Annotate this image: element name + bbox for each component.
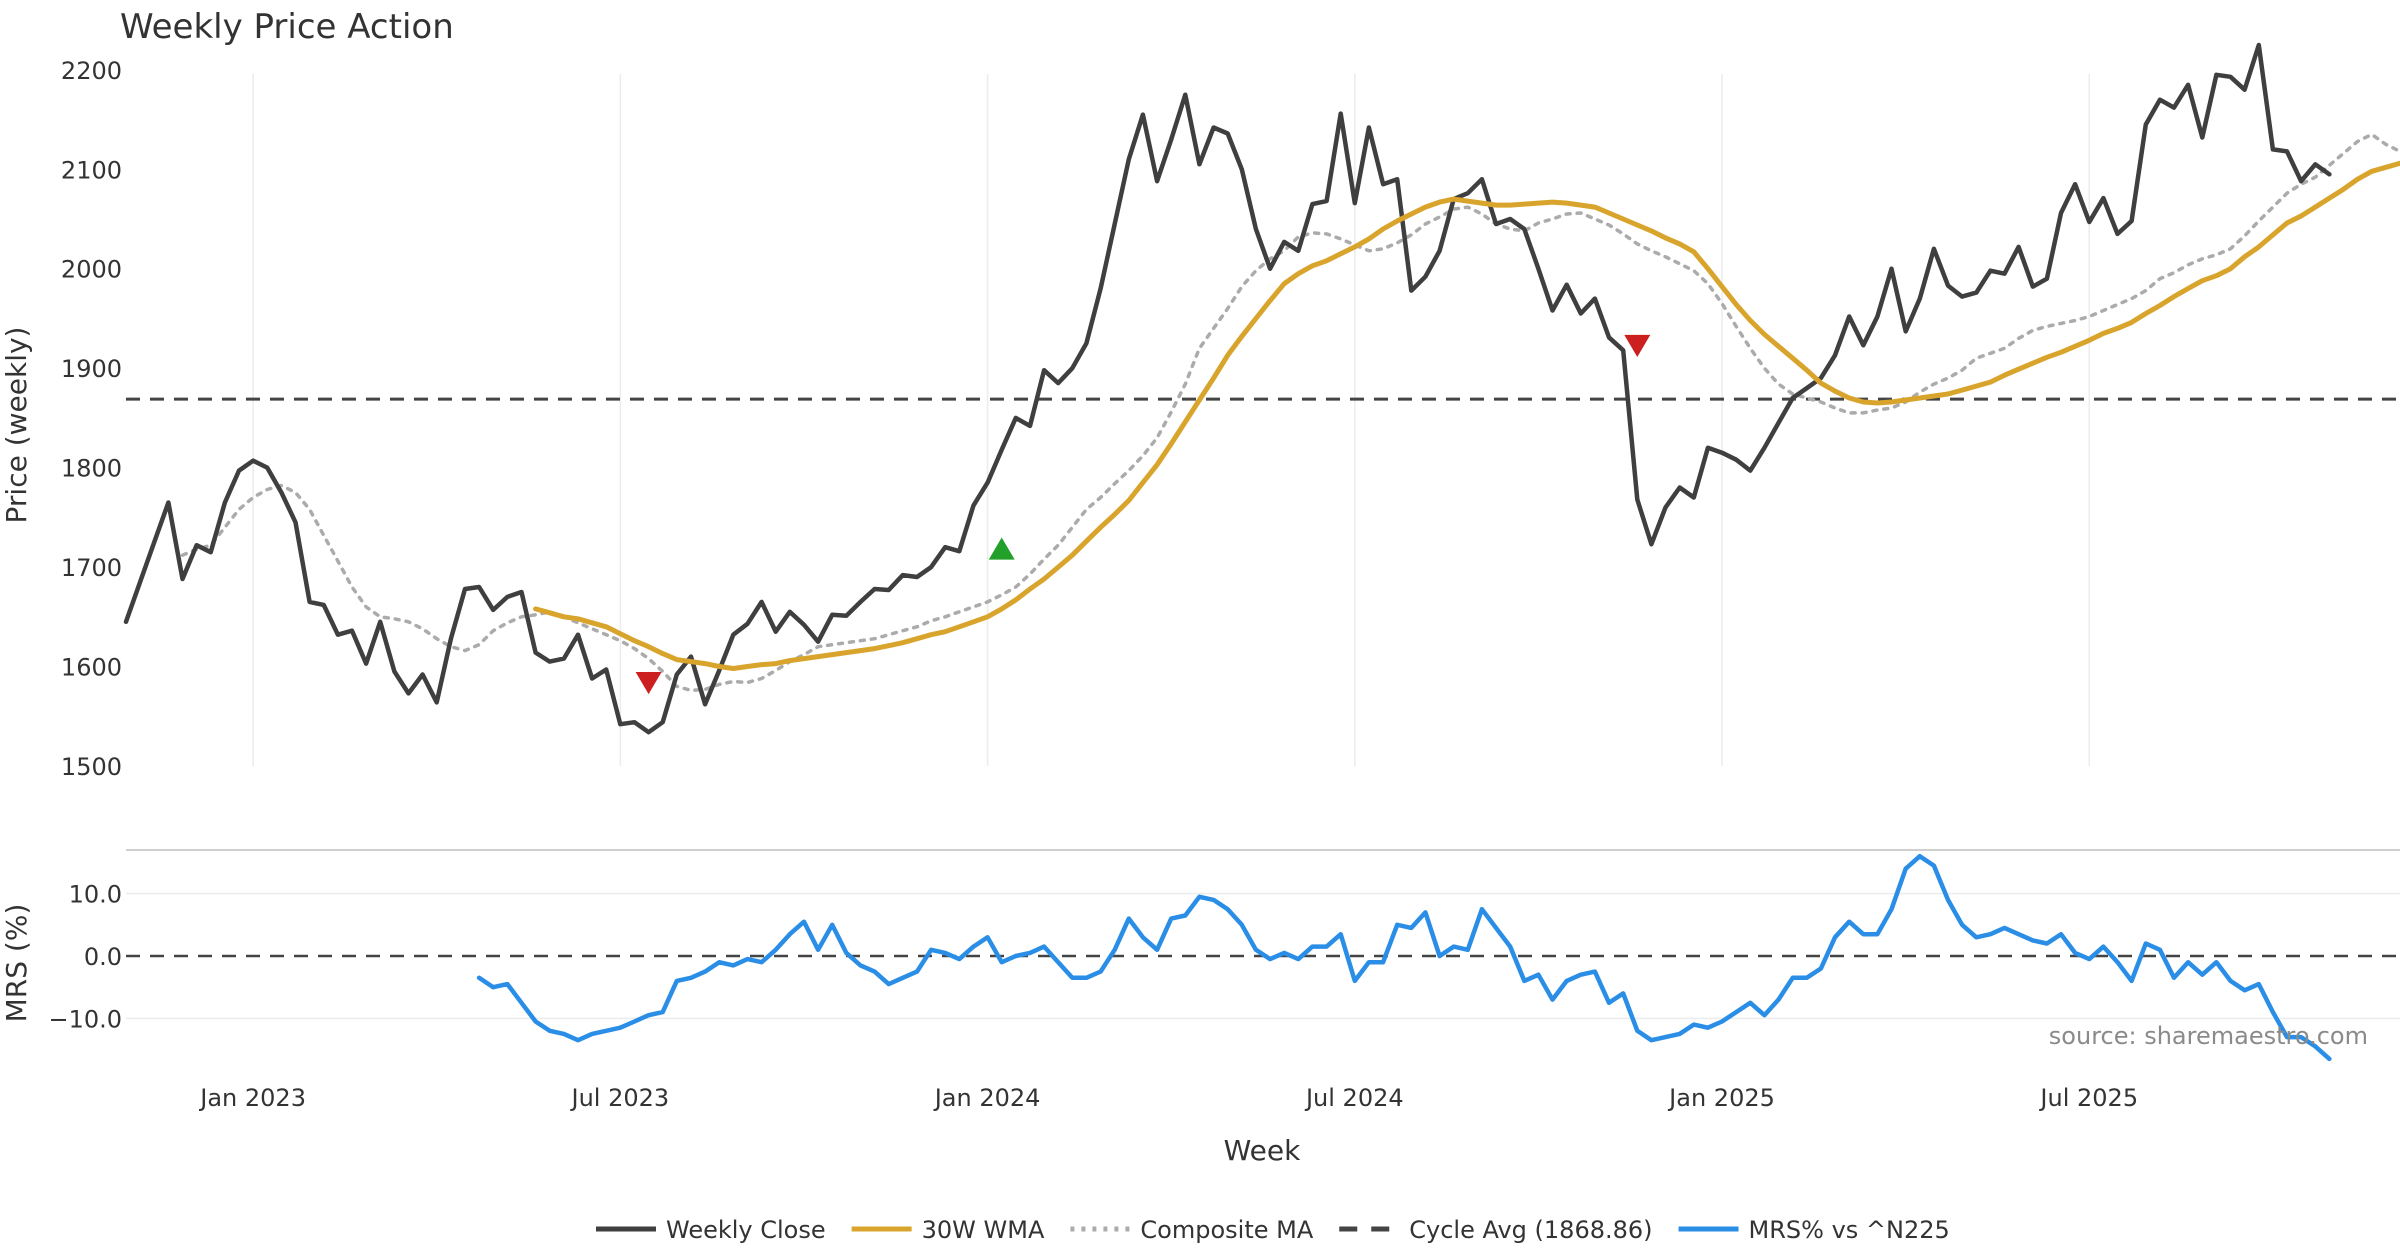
- mrs-line: [476, 853, 2332, 1062]
- chart-title: Weekly Price Action: [120, 7, 454, 47]
- legend-label-3: Cycle Avg (1868.86): [1409, 1216, 1652, 1244]
- composite-ma-line: [180, 132, 2400, 693]
- legend-item-4: MRS% vs ^N225: [1678, 1216, 1950, 1244]
- legend: Weekly Close 30W WMA Composite MA Cycle Avg…: [596, 1216, 1950, 1244]
- legend-label-0: Weekly Close: [666, 1216, 826, 1244]
- mrs-y-tick-0: −10.0: [48, 1005, 122, 1033]
- wma-30w-line: [533, 160, 2400, 671]
- price-y-tick-1: 1600: [61, 654, 122, 682]
- price-y-axis-label: Price (weekly): [0, 327, 33, 524]
- price-y-tick-6: 2100: [61, 156, 122, 184]
- legend-label-1: 30W WMA: [922, 1216, 1045, 1244]
- source-annotation: source: sharemaestro.com: [2049, 1022, 2368, 1050]
- buy-signal-marker-1: [988, 537, 1015, 560]
- sell-signal-marker-0: [635, 672, 662, 695]
- x-tick-0: Jan 2023: [198, 1084, 306, 1112]
- legend-label-2: Composite MA: [1140, 1216, 1313, 1244]
- price-y-tick-5: 2000: [61, 256, 122, 284]
- reference-lines: [126, 397, 2400, 958]
- series: [123, 42, 2400, 1062]
- x-tick-4: Jan 2025: [1667, 1084, 1775, 1112]
- price-y-tick-2: 1700: [61, 554, 122, 582]
- x-tick-1: Jul 2023: [570, 1084, 670, 1112]
- legend-item-3: Cycle Avg (1868.86): [1339, 1216, 1653, 1244]
- legend-item-2: Composite MA: [1070, 1216, 1314, 1244]
- grid: [126, 74, 2400, 1020]
- weekly-close-line: [123, 42, 2332, 735]
- signal-markers: [635, 334, 1651, 695]
- sell-signal-marker-2: [1624, 334, 1651, 358]
- legend-item-0: Weekly Close: [596, 1216, 826, 1244]
- x-tick-3: Jul 2024: [1304, 1084, 1404, 1112]
- price-y-tick-3: 1800: [61, 455, 122, 483]
- price-y-tick-7: 2200: [61, 57, 122, 85]
- axes: 1500 1600 1700 1800 1900 2000 2100 2200 −10.0 0.0…: [48, 57, 2138, 1112]
- legend-item-1: 30W WMA: [851, 1216, 1045, 1244]
- x-axis-label: Week: [1224, 1134, 1301, 1167]
- mrs-y-tick-1: 0.0: [84, 943, 122, 971]
- mrs-y-tick-2: 10.0: [69, 881, 122, 909]
- legend-label-4: MRS% vs ^N225: [1749, 1216, 1950, 1244]
- price-y-tick-0: 1500: [61, 753, 122, 781]
- price-y-tick-4: 1900: [61, 355, 122, 383]
- x-tick-5: Jul 2025: [2038, 1084, 2138, 1112]
- x-tick-2: Jan 2024: [933, 1084, 1041, 1112]
- mrs-y-axis-label: MRS (%): [0, 904, 33, 1023]
